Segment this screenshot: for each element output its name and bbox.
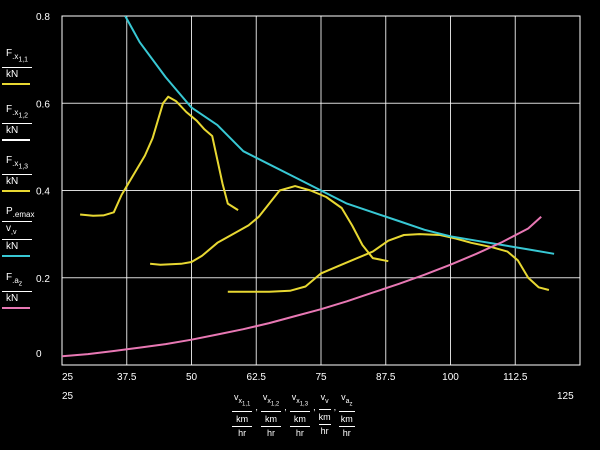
x-tick-label: 100 <box>442 372 459 383</box>
y-tick-label: 0.8 <box>36 12 50 23</box>
y-label-4: P.emax v,v kN <box>2 206 34 257</box>
series-line-pemax <box>124 16 555 255</box>
x-tick-label: 62.5 <box>247 372 267 383</box>
x-label-5: vaz km hr <box>339 392 355 439</box>
series-line-fx13 <box>227 233 550 293</box>
x-axis-labels: vx1,1 km hr, vx1,2 km hr, vx1,3 km hr, vv km hr, vaz… <box>232 392 355 438</box>
x-tick-label: 75 <box>315 372 327 383</box>
x-label-1: vx1,1 km hr <box>232 392 253 439</box>
y-label-1: F.x1,1 kN <box>2 48 32 85</box>
y-tick-label: 0.6 <box>36 99 50 110</box>
x-label-2: vx1,2 km hr <box>260 392 282 439</box>
x-label-separator: , <box>255 402 258 412</box>
x-tick-label: 25 <box>62 372 74 383</box>
series-line-fa <box>62 215 542 358</box>
y-label-5: F.az kN <box>2 272 32 309</box>
series-line-fx11 <box>80 95 239 217</box>
x-range-min: 25 <box>62 391 74 402</box>
x-label-3: vx1,3 km hr <box>289 392 311 439</box>
x-label-separator: , <box>313 402 316 412</box>
y-label-3: F.x1,3 kN <box>2 155 32 192</box>
x-tick-label: 50 <box>186 372 198 383</box>
x-tick-label: 112.5 <box>503 372 528 383</box>
y-tick-label: 0.4 <box>36 187 50 198</box>
y-tick-label: 0 <box>36 349 42 360</box>
y-label-2: F.x1,2 kN <box>2 104 32 141</box>
x-label-separator: , <box>284 402 287 412</box>
y-tick-label: 0.2 <box>36 274 50 285</box>
series-line-fx12 <box>150 185 389 266</box>
plot-frame <box>61 15 581 366</box>
chart-tick-labels: 25 37.5 50 62.5 75 87.5 100 112.5 0 0.2 0.4 0.6 0.8 <box>36 12 528 383</box>
x-range-max: 125 <box>557 391 574 402</box>
chart-series <box>62 16 555 358</box>
x-tick-label: 87.5 <box>376 372 396 383</box>
x-label-separator: , <box>333 402 337 412</box>
chart-axes <box>61 15 581 366</box>
x-tick-label: 37.5 <box>117 372 137 383</box>
x-label-4: vv km hr <box>318 392 331 436</box>
